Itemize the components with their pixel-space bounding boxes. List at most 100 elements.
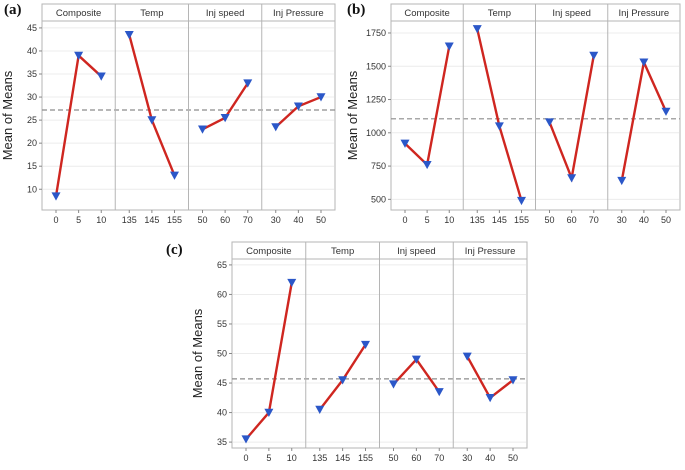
x-tick-label: 5 [76, 215, 81, 225]
data-marker [462, 352, 472, 361]
data-marker [124, 31, 134, 40]
data-marker [338, 376, 348, 385]
panel-header: Inj speed [552, 8, 591, 19]
x-tick-label: 0 [243, 453, 248, 463]
y-tick-label: 500 [371, 194, 386, 204]
data-marker [589, 51, 599, 61]
data-marker [389, 380, 398, 389]
x-tick-label: 145 [144, 215, 159, 225]
y-tick-label: 10 [27, 184, 37, 194]
x-tick-label: 60 [411, 453, 421, 463]
x-tick-label: 50 [544, 215, 554, 225]
data-marker [170, 171, 179, 180]
panel-header: Composite [246, 246, 291, 257]
x-tick-label: 10 [96, 215, 106, 225]
data-marker [434, 388, 444, 397]
data-marker [361, 340, 370, 350]
x-tick-label: 135 [470, 215, 485, 225]
x-tick-label: 155 [514, 215, 529, 225]
panel-header: Inj Pressure [619, 8, 670, 19]
data-marker [545, 118, 554, 127]
x-tick-label: 40 [293, 215, 303, 225]
y-tick-label: 45 [217, 378, 227, 388]
panel-header: Temp [331, 246, 354, 257]
y-tick-label: 20 [27, 138, 37, 148]
data-marker [485, 393, 495, 403]
x-tick-label: 10 [444, 215, 454, 225]
data-marker [243, 79, 253, 88]
y-tick-label: 40 [217, 408, 227, 418]
x-tick-label: 5 [266, 453, 271, 463]
main-effects-chart-a: Composite 0 5 10 Temp 135 145 155 Inj speed 50 60 7… [0, 3, 336, 225]
x-tick-label: 0 [402, 215, 407, 225]
panel-header: Temp [140, 8, 163, 19]
x-tick-label: 50 [197, 215, 207, 225]
y-tick-label: 25 [27, 115, 37, 125]
x-tick-label: 60 [567, 215, 577, 225]
data-marker [411, 355, 421, 364]
main-effects-chart-b: Composite 0 5 10 Temp 135 145 155 Inj speed 50 60 7… [345, 3, 681, 225]
panel-header: Inj speed [206, 8, 245, 19]
y-tick-label: 750 [371, 161, 386, 171]
x-tick-label: 70 [589, 215, 599, 225]
y-tick-label: 50 [217, 349, 227, 359]
y-tick-label: 35 [217, 437, 227, 447]
y-axis-label: Mean of Means [345, 70, 360, 160]
panel-header: Composite [56, 8, 101, 19]
panel-header: Temp [488, 8, 511, 19]
data-marker [220, 114, 230, 123]
data-marker [661, 107, 671, 116]
data-marker [639, 58, 649, 67]
x-tick-label: 40 [639, 215, 649, 225]
data-marker [287, 278, 297, 288]
x-tick-label: 10 [287, 453, 297, 463]
x-tick-label: 155 [167, 215, 182, 225]
x-tick-label: 50 [508, 453, 518, 463]
y-tick-label: 65 [217, 260, 227, 270]
data-marker [316, 93, 326, 102]
panel-header: Inj Pressure [273, 8, 324, 19]
x-tick-label: 135 [122, 215, 137, 225]
data-marker [198, 125, 207, 134]
x-tick-label: 0 [53, 215, 58, 225]
data-marker [315, 405, 325, 415]
y-tick-label: 1000 [366, 128, 386, 138]
x-tick-label: 145 [492, 215, 507, 225]
y-tick-label: 45 [27, 23, 37, 33]
data-marker [400, 139, 410, 148]
x-tick-label: 50 [661, 215, 671, 225]
x-tick-label: 30 [271, 215, 281, 225]
data-marker [96, 72, 106, 81]
x-tick-label: 70 [434, 453, 444, 463]
data-marker [567, 174, 577, 183]
panel-header: Composite [404, 8, 449, 19]
data-marker [293, 102, 303, 111]
y-tick-label: 1500 [366, 61, 386, 71]
data-marker [517, 196, 526, 206]
x-tick-label: 30 [617, 215, 627, 225]
figure-label-a: (a) [4, 2, 22, 18]
x-tick-label: 60 [220, 215, 230, 225]
x-tick-label: 145 [335, 453, 350, 463]
x-tick-label: 50 [316, 215, 326, 225]
panel-header: Inj Pressure [465, 246, 516, 257]
data-marker [422, 160, 432, 170]
data-marker [508, 376, 518, 385]
y-axis-label: Mean of Means [190, 308, 205, 398]
y-tick-label: 30 [27, 92, 37, 102]
x-tick-label: 70 [243, 215, 253, 225]
figure-label-b: (b) [347, 2, 366, 18]
data-marker [51, 192, 61, 201]
y-tick-label: 1750 [366, 28, 386, 38]
x-tick-label: 155 [358, 453, 373, 463]
figure-label-c: (c) [166, 242, 183, 258]
data-marker [617, 176, 627, 186]
y-axis-label: Mean of Means [0, 70, 15, 160]
x-tick-label: 50 [388, 453, 398, 463]
data-marker [147, 116, 157, 125]
y-tick-label: 35 [27, 69, 37, 79]
x-tick-label: 30 [462, 453, 472, 463]
y-tick-label: 55 [217, 319, 227, 329]
x-tick-label: 135 [312, 453, 327, 463]
